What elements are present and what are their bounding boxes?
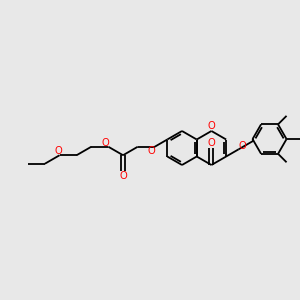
Text: O: O (148, 146, 156, 156)
Text: O: O (55, 146, 62, 156)
Text: O: O (208, 121, 215, 131)
Text: O: O (101, 138, 109, 148)
Text: O: O (238, 141, 246, 151)
Text: O: O (119, 171, 127, 182)
Text: O: O (208, 139, 215, 148)
